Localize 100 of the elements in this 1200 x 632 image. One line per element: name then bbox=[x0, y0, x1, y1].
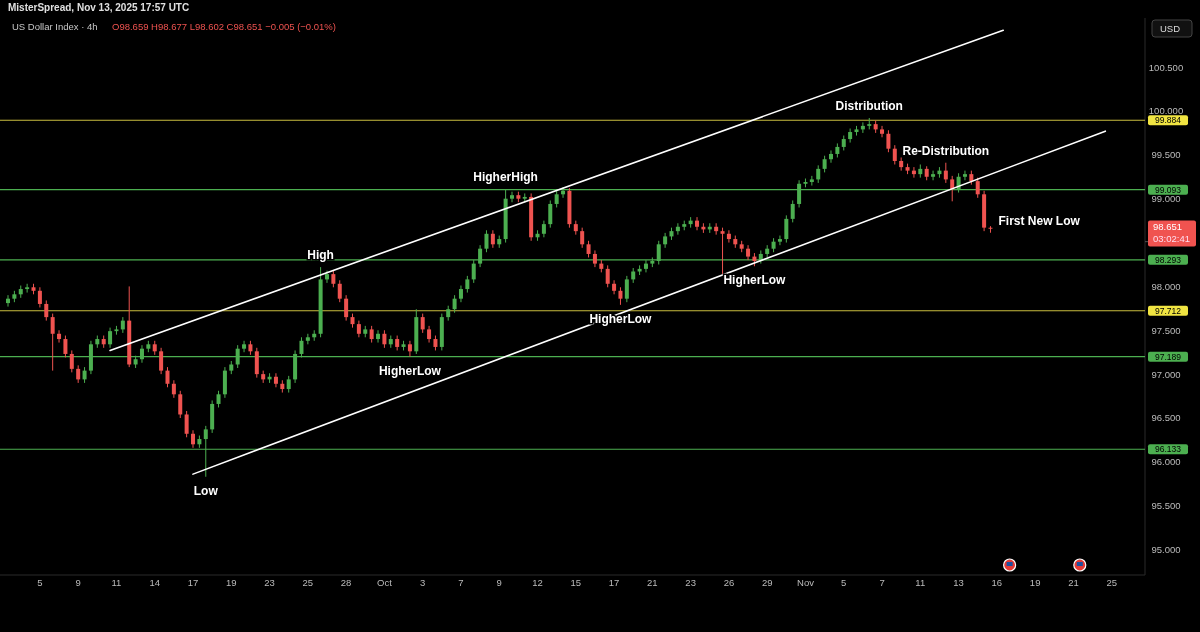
candlestick bbox=[880, 125, 885, 138]
chart-title: US Dollar Index · 4h bbox=[12, 21, 98, 32]
x-tick-label: 9 bbox=[496, 577, 502, 588]
y-tick-label: 95.500 bbox=[1151, 500, 1181, 512]
x-tick-label: 17 bbox=[187, 577, 199, 588]
candlestick bbox=[50, 313, 55, 372]
candlestick bbox=[624, 275, 629, 303]
ref-line-label: 97.712 bbox=[1155, 305, 1182, 316]
x-tick-label: 25 bbox=[1106, 577, 1117, 588]
candlestick bbox=[605, 264, 610, 288]
candlestick bbox=[548, 199, 553, 229]
candlestick bbox=[178, 390, 183, 419]
y-tick-label: 99.500 bbox=[1151, 149, 1181, 161]
y-tick-label: 96.000 bbox=[1151, 456, 1181, 468]
candlestick bbox=[848, 128, 853, 144]
annotation: Low bbox=[193, 483, 219, 498]
x-tick-label: 29 bbox=[761, 577, 773, 588]
candlestick bbox=[726, 229, 731, 244]
candlestick bbox=[746, 244, 751, 261]
candlestick bbox=[777, 235, 782, 246]
x-tick-label: 21 bbox=[1068, 577, 1079, 588]
x-tick-label: 17 bbox=[608, 577, 620, 588]
y-tick-label: 96.500 bbox=[1151, 412, 1181, 424]
x-tick-label: 21 bbox=[647, 577, 658, 588]
candlestick bbox=[886, 129, 891, 153]
candlestick bbox=[962, 170, 967, 181]
candlestick bbox=[222, 366, 227, 399]
candlestick bbox=[943, 162, 948, 184]
ref-line-label: 96.133 bbox=[1155, 444, 1182, 455]
x-tick-label: 16 bbox=[991, 577, 1003, 588]
candlestick bbox=[273, 372, 278, 388]
candlestick bbox=[324, 270, 329, 284]
x-tick-label: Oct bbox=[377, 577, 393, 588]
x-tick-label: 26 bbox=[723, 577, 735, 588]
y-tick-label: 100.500 bbox=[1148, 61, 1184, 73]
annotation: Re-Distribution bbox=[902, 143, 990, 158]
candlestick bbox=[25, 283, 30, 294]
candlestick bbox=[254, 347, 259, 379]
x-tick-label: 12 bbox=[532, 577, 543, 588]
annotation: HigherLow bbox=[723, 273, 787, 288]
candlestick bbox=[892, 144, 897, 165]
x-tick-label: 25 bbox=[302, 577, 314, 588]
text: 03:02:41 bbox=[1153, 233, 1190, 245]
candlestick bbox=[376, 329, 381, 344]
x-tick-label: 13 bbox=[953, 577, 964, 588]
annotation: Distribution bbox=[835, 99, 903, 113]
ref-line-label: 99.884 bbox=[1155, 115, 1182, 126]
x-tick-label: Nov bbox=[797, 577, 815, 588]
candlestick bbox=[242, 340, 247, 353]
candlestick bbox=[695, 216, 700, 231]
candlestick bbox=[165, 366, 170, 388]
x-tick-label: 23 bbox=[264, 577, 275, 588]
x-tick-label: 3 bbox=[420, 577, 426, 588]
candlestick bbox=[44, 299, 49, 322]
y-tick-label: 100.000 bbox=[1148, 105, 1184, 117]
x-tick-label: 28 bbox=[340, 577, 352, 588]
candlestick bbox=[37, 286, 42, 308]
candlestick bbox=[57, 329, 62, 344]
candlestick bbox=[663, 232, 668, 249]
candlestick bbox=[108, 327, 113, 349]
x-tick-label: 14 bbox=[149, 577, 161, 588]
ref-line-label: 99.093 bbox=[1155, 184, 1182, 195]
candlestick bbox=[784, 214, 789, 244]
candlestick bbox=[484, 229, 489, 253]
candlestick bbox=[63, 335, 68, 358]
ref-line-label: 97.189 bbox=[1155, 351, 1182, 362]
annotation: HigherHigh bbox=[473, 170, 538, 185]
x-tick-label: 5 bbox=[37, 577, 43, 588]
y-tick-label: 95.000 bbox=[1151, 543, 1181, 555]
candlestick bbox=[931, 170, 936, 181]
candlestick bbox=[580, 227, 585, 249]
candlestick bbox=[407, 340, 412, 358]
candlestick bbox=[159, 347, 164, 375]
x-tick-label: 5 bbox=[841, 577, 847, 588]
candlestick bbox=[420, 313, 425, 334]
annotation: High bbox=[307, 248, 334, 263]
x-tick-label: 7 bbox=[458, 577, 464, 588]
chart-subtitle: O98.659 H98.677 L98.602 C98.651 −0.005 (−0.01%) bbox=[112, 21, 336, 32]
annotation: HigherLow bbox=[378, 363, 442, 378]
y-tick-label: 97.500 bbox=[1151, 324, 1181, 336]
x-tick-label: 19 bbox=[226, 577, 237, 588]
candlestick bbox=[344, 294, 349, 322]
candlestick bbox=[612, 279, 617, 295]
x-tick-label: 19 bbox=[1029, 577, 1041, 588]
y-tick-label: 99.000 bbox=[1151, 193, 1181, 205]
text: MisterSpread, Nov 13, 2025 17:57 UTC bbox=[8, 2, 190, 13]
x-tick-label: 11 bbox=[915, 577, 926, 588]
ref-line-label: 98.293 bbox=[1155, 254, 1182, 265]
candlestick bbox=[337, 279, 342, 303]
x-tick-label: 7 bbox=[879, 577, 885, 588]
x-tick-label: 11 bbox=[111, 577, 122, 588]
x-tick-label: 9 bbox=[75, 577, 81, 588]
text: USD bbox=[1160, 23, 1181, 34]
candlestick bbox=[828, 149, 833, 164]
candlestick bbox=[720, 227, 725, 275]
candlestick bbox=[790, 199, 795, 223]
candlestick bbox=[809, 175, 814, 187]
candlestick bbox=[184, 410, 189, 438]
x-tick-label: 15 bbox=[570, 577, 582, 588]
candlestick bbox=[69, 349, 74, 373]
